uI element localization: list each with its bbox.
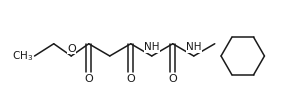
Text: NH: NH [144, 43, 160, 52]
Text: O: O [67, 44, 76, 54]
Text: O: O [84, 74, 93, 84]
Text: O: O [168, 74, 177, 84]
Text: O: O [126, 74, 135, 84]
Text: CH$_3$: CH$_3$ [11, 49, 33, 63]
Text: NH: NH [186, 43, 202, 52]
